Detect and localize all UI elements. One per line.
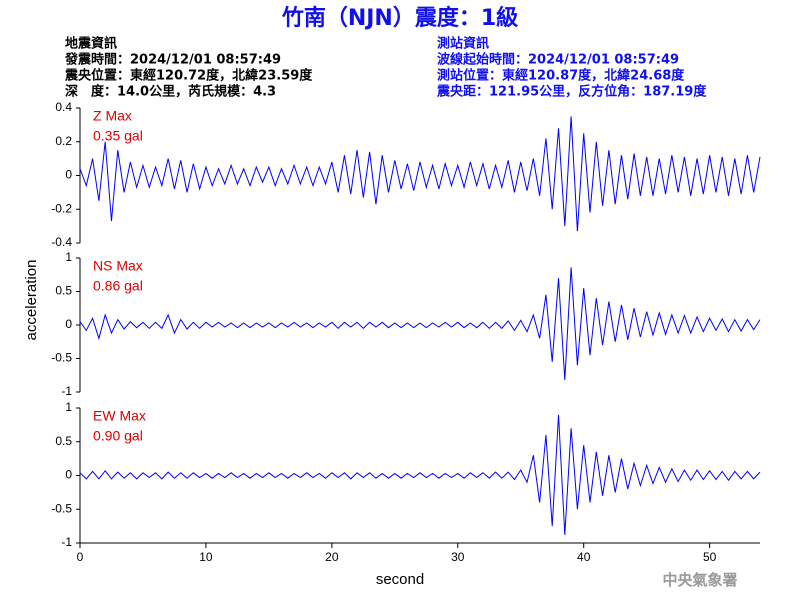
x-tick-label: 30 [451, 550, 465, 564]
y-tick-label: -1 [61, 535, 72, 549]
y-tick-label: 0.5 [55, 284, 72, 298]
y-tick-label: -0.5 [51, 351, 72, 365]
station-line: 波線起始時間：2024/12/01 08:57:49 [437, 52, 679, 68]
waveform [79, 267, 761, 380]
y-axis-label: acceleration [23, 260, 40, 341]
waveform [79, 414, 761, 535]
y-tick-label: -1 [61, 384, 72, 398]
x-tick-label: 40 [577, 550, 591, 564]
y-tick-label: 0 [65, 468, 72, 482]
max-label: 0.90 gal [93, 428, 143, 444]
info-line: 地震資訊 [65, 36, 117, 52]
x-tick-label: 20 [325, 550, 339, 564]
waveform [79, 116, 761, 232]
x-tick-label: 10 [199, 550, 213, 564]
y-tick-label: 1 [65, 250, 72, 264]
y-tick-label: 1 [65, 400, 72, 414]
x-tick-label: 50 [703, 550, 717, 564]
y-tick-label: 0.5 [55, 434, 72, 448]
y-tick-label: 0 [65, 168, 72, 182]
y-tick-label: -0.2 [51, 201, 72, 215]
component-label: Z Max [93, 108, 132, 124]
max-label: 0.35 gal [93, 128, 143, 144]
x-axis-label: second [376, 571, 424, 588]
agency: 中央氣象署 [662, 571, 737, 589]
y-tick-label: -0.4 [51, 235, 72, 249]
y-tick-label: 0.4 [55, 100, 72, 114]
info-line: 深 度：14.0公里，芮氏規模：4.3 [65, 84, 276, 100]
station-line: 震央距：121.95公里，反方位角：187.19度 [436, 84, 707, 100]
title: 竹南（NJN）震度：1級 [281, 5, 518, 31]
max-label: 0.86 gal [93, 278, 143, 294]
component-label: NS Max [93, 258, 143, 274]
station-line: 測站位置：東經120.87度，北緯24.68度 [437, 68, 685, 84]
x-tick-label: 0 [77, 550, 84, 564]
info-line: 發震時間：2024/12/01 08:57:49 [64, 52, 281, 68]
y-tick-label: 0 [65, 317, 72, 331]
component-label: EW Max [93, 408, 146, 424]
station-line: 測站資訊 [437, 36, 489, 52]
y-tick-label: -0.5 [51, 501, 72, 515]
y-tick-label: 0.2 [55, 134, 72, 148]
info-line: 震央位置：東經120.72度，北緯23.59度 [64, 68, 313, 84]
